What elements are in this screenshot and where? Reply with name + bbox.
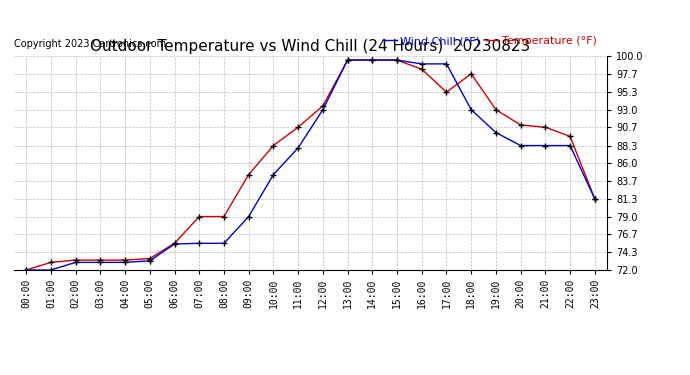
Title: Outdoor Temperature vs Wind Chill (24 Hours)  20230823: Outdoor Temperature vs Wind Chill (24 Ho…	[90, 39, 531, 54]
Legend: Wind Chill (°F), Temperature (°F): Wind Chill (°F), Temperature (°F)	[379, 32, 602, 51]
Text: Copyright 2023 Cartronics.com: Copyright 2023 Cartronics.com	[14, 39, 166, 49]
